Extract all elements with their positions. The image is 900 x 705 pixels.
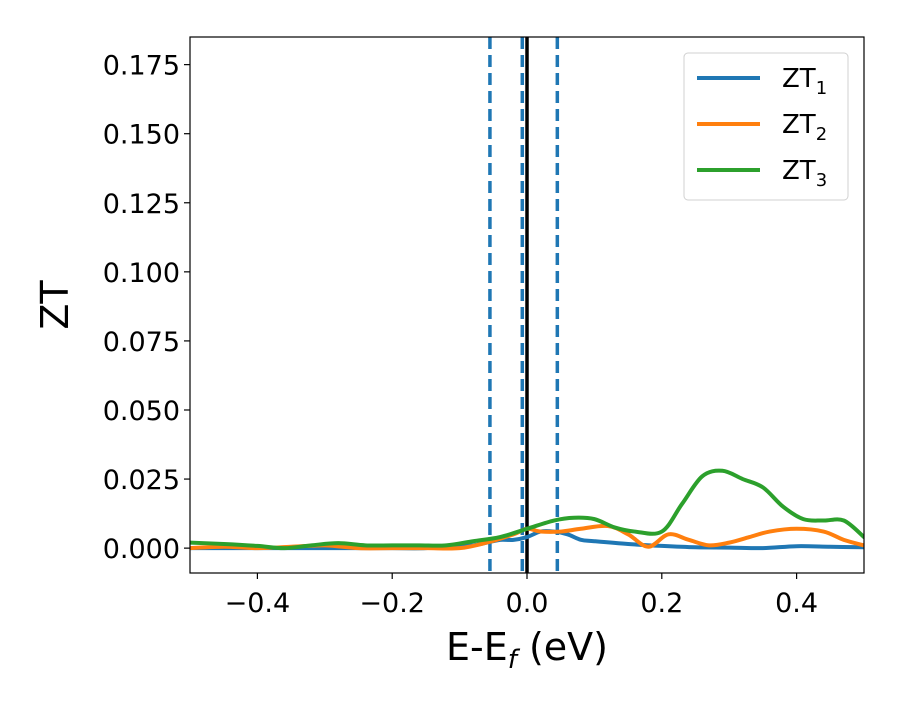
series-line-zt3 bbox=[190, 468, 864, 551]
legend-label-zt1: ZT1 bbox=[782, 64, 827, 99]
y-tick-label: 0.075 bbox=[103, 327, 180, 358]
legend-label-zt3: ZT3 bbox=[782, 156, 827, 191]
series-lines bbox=[190, 468, 864, 551]
y-tick-label: 0.150 bbox=[103, 120, 180, 151]
y-tick-label: 0.175 bbox=[103, 51, 180, 82]
y-tick-label: 0.125 bbox=[103, 189, 180, 220]
y-axis-title: ZT bbox=[33, 280, 77, 330]
x-tick-label: 0.2 bbox=[640, 588, 683, 619]
y-tick-label: 0.050 bbox=[103, 396, 180, 427]
y-tick-label: 0.025 bbox=[103, 465, 180, 496]
series-line-zt1 bbox=[190, 529, 864, 551]
x-axis-title: E-Ef (eV) bbox=[446, 625, 608, 675]
x-tick-label: −0.4 bbox=[225, 588, 291, 619]
y-tick-label: 0.000 bbox=[103, 534, 180, 565]
x-tick-label: −0.2 bbox=[359, 588, 425, 619]
y-tick-label: 0.100 bbox=[103, 258, 180, 289]
x-axis-ticks: −0.4 −0.2 0.0 0.2 0.4 bbox=[225, 573, 818, 619]
series-line-zt2 bbox=[190, 523, 864, 551]
legend-label-zt2: ZT2 bbox=[782, 110, 827, 145]
x-tick-label: 0.4 bbox=[775, 588, 818, 619]
x-tick-label: 0.0 bbox=[506, 588, 549, 619]
legend-box bbox=[683, 52, 849, 201]
x-axis-title-unit: (eV) bbox=[517, 625, 608, 669]
x-axis-title-main: E-E bbox=[446, 625, 508, 669]
legend: ZT1 ZT2 ZT3 bbox=[683, 52, 849, 201]
vertical-reference-lines bbox=[488, 37, 560, 573]
y-axis-ticks: 0.000 0.025 0.050 0.075 0.100 0.125 0.150 0.175 bbox=[103, 51, 190, 565]
